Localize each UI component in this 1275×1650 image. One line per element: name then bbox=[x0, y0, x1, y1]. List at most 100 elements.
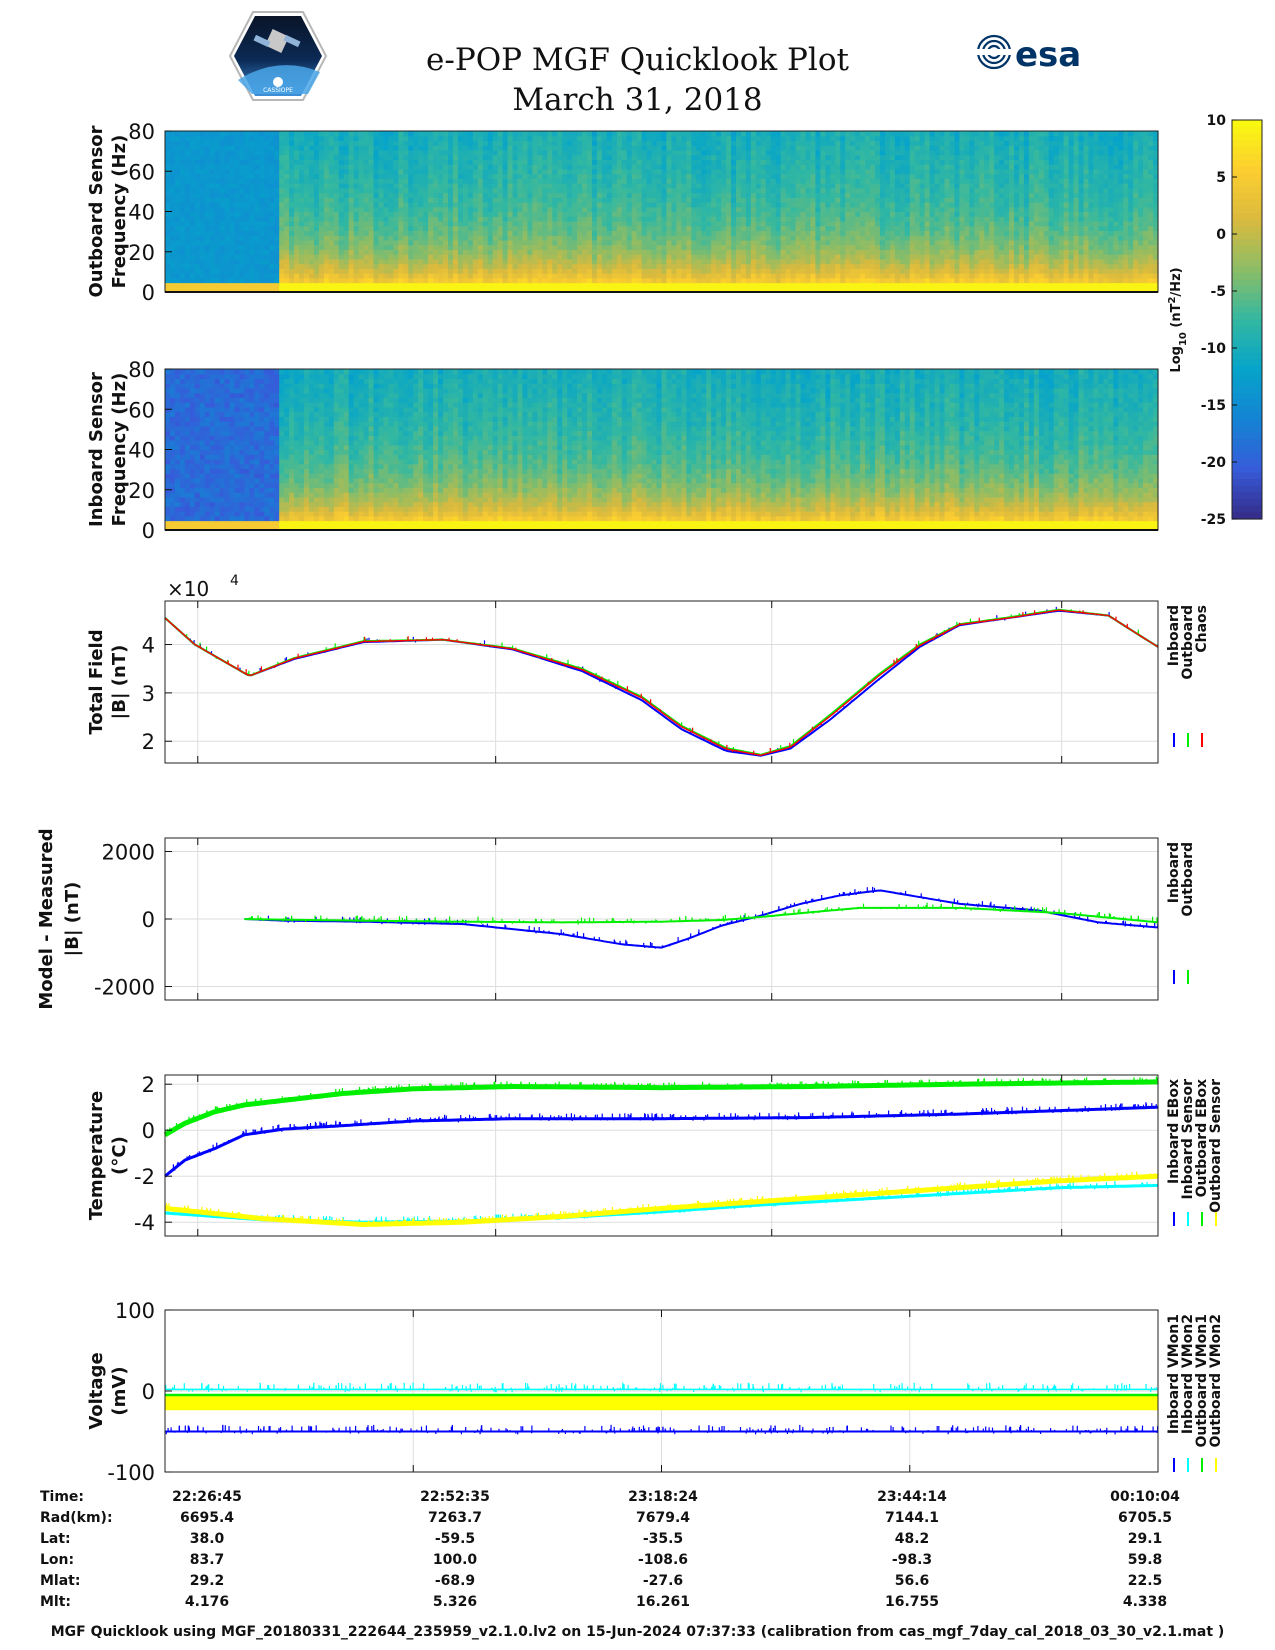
total-field-frame bbox=[164, 600, 1159, 764]
ephemeris-value: 4.176 bbox=[185, 1594, 229, 1610]
footer-caption: MGF Quicklook using MGF_20180331_222644_… bbox=[0, 1624, 1275, 1640]
colorbar-tick-label: -5 bbox=[1210, 284, 1226, 300]
model-minus-measured-legend-label: Outboard bbox=[1180, 842, 1196, 917]
total-field-ytick-label: 4 bbox=[142, 634, 155, 658]
voltage-ytick-label: 0 bbox=[142, 1380, 155, 1404]
temperature-series-inboard-ebox bbox=[164, 1102, 1159, 1178]
colorbar-tick-label: -20 bbox=[1201, 455, 1227, 471]
ephemeris-value: 16.261 bbox=[636, 1594, 690, 1610]
ephemeris-value: 4.338 bbox=[1123, 1594, 1167, 1610]
ephemeris-value: 22:26:45 bbox=[172, 1489, 242, 1505]
inboard-spectrogram-ytick-label: 60 bbox=[128, 398, 155, 422]
temperature-series-inboard-sensor bbox=[164, 1181, 1159, 1224]
ephemeris-value: 59.8 bbox=[1128, 1552, 1163, 1568]
inboard-spectrogram-ytick-label: 80 bbox=[128, 358, 155, 382]
ephemeris-value: 23:18:24 bbox=[628, 1489, 698, 1505]
colorbar-label: Log10 (nT2/Hz) bbox=[1167, 267, 1189, 372]
ephemeris-value: 7679.4 bbox=[636, 1510, 690, 1526]
ephemeris-row-label: Mlt: bbox=[40, 1594, 71, 1610]
total-field-series-chaos bbox=[164, 609, 1159, 756]
temperature-ytick-label: -4 bbox=[134, 1211, 155, 1235]
ephemeris-value: 29.1 bbox=[1128, 1531, 1163, 1547]
voltage-ylabel-units: (mV) bbox=[109, 1366, 130, 1415]
ephemeris-value: 22:52:35 bbox=[420, 1489, 490, 1505]
colorbar-tick-label: -25 bbox=[1201, 512, 1226, 528]
ephemeris-value: -108.6 bbox=[638, 1552, 688, 1568]
model-minus-measured-series-outboard bbox=[244, 902, 1159, 925]
ephemeris-row-label: Time: bbox=[40, 1489, 84, 1505]
ephemeris-row-label: Lat: bbox=[40, 1531, 71, 1547]
outboard-spectrogram-ytick-label: 80 bbox=[128, 120, 155, 144]
inboard-spectrogram-ylabel: Inboard Sensor bbox=[86, 372, 107, 527]
total-field-ytick-label: 2 bbox=[142, 730, 155, 754]
total-field-ylabel: Total Field bbox=[86, 629, 107, 734]
inboard-spectrogram bbox=[165, 369, 1159, 531]
colorbar-tick-label: 0 bbox=[1216, 227, 1226, 243]
ephemeris-value: 100.0 bbox=[433, 1552, 478, 1568]
ephemeris-row-label: Lon: bbox=[40, 1552, 74, 1568]
ephemeris-value: -98.3 bbox=[892, 1552, 932, 1568]
inboard-spectrogram-ylabel-units: Frequency (Hz) bbox=[109, 373, 130, 527]
ephemeris-value: 38.0 bbox=[190, 1531, 225, 1547]
colorbar-tick-label: 5 bbox=[1216, 170, 1226, 186]
ephemeris-value: 48.2 bbox=[895, 1531, 930, 1547]
ephemeris-value: 56.6 bbox=[895, 1573, 930, 1589]
model-minus-measured-ytick-label: 0 bbox=[142, 908, 155, 932]
ephemeris-value: 6695.4 bbox=[180, 1510, 234, 1526]
voltage-ytick-label: -100 bbox=[107, 1461, 155, 1485]
ephemeris-value: -59.5 bbox=[435, 1531, 475, 1547]
colorbar-tick-label: -10 bbox=[1201, 341, 1227, 357]
ephemeris-value: 7263.7 bbox=[428, 1510, 482, 1526]
outboard-spectrogram-ytick-label: 0 bbox=[142, 281, 155, 305]
ephemeris-value: -27.6 bbox=[643, 1573, 683, 1589]
outboard-spectrogram bbox=[165, 131, 1159, 293]
model-minus-measured-ytick-label: 2000 bbox=[102, 841, 155, 865]
inboard-spectrogram-ytick-label: 40 bbox=[128, 439, 155, 463]
temperature-ylabel-units: (°C) bbox=[109, 1136, 130, 1175]
ephemeris-value: 00:10:04 bbox=[1110, 1489, 1180, 1505]
ephemeris-value: 22.5 bbox=[1128, 1573, 1163, 1589]
total-field-exponent: ×10 bbox=[167, 577, 209, 601]
voltage-legend-label: Outboard VMon2 bbox=[1208, 1314, 1224, 1448]
temperature-series-outboard-sensor bbox=[164, 1171, 1159, 1227]
inboard-spectrogram-ytick-label: 0 bbox=[142, 519, 155, 543]
total-field-series-inboard bbox=[164, 606, 1159, 757]
colorbar-tick-label: 10 bbox=[1207, 113, 1227, 129]
temperature-ylabel: Temperature bbox=[86, 1091, 107, 1220]
total-field-legend-label: Chaos bbox=[1194, 605, 1210, 653]
colorbar bbox=[1232, 120, 1262, 520]
temperature-ytick-label: 0 bbox=[142, 1119, 155, 1143]
temperature-ytick-label: 2 bbox=[142, 1073, 155, 1097]
model-minus-measured-ytick-label: -2000 bbox=[94, 976, 155, 1000]
outboard-spectrogram-ytick-label: 20 bbox=[128, 241, 155, 265]
ephemeris-value: -68.9 bbox=[435, 1573, 475, 1589]
ephemeris-value: 6705.5 bbox=[1118, 1510, 1172, 1526]
ephemeris-value: 29.2 bbox=[190, 1573, 225, 1589]
ephemeris-value: -35.5 bbox=[643, 1531, 683, 1547]
ephemeris-value: 83.7 bbox=[190, 1552, 225, 1568]
voltage-series-outboard-vmon2 bbox=[161, 1396, 1162, 1411]
outboard-spectrogram-ylabel: Outboard Sensor bbox=[86, 125, 107, 297]
temperature-legend-label: Outboard Sensor bbox=[1208, 1079, 1224, 1213]
temperature-ytick-label: -2 bbox=[134, 1165, 155, 1189]
total-field-exponent-power: 4 bbox=[230, 573, 239, 589]
ephemeris-value: 16.755 bbox=[885, 1594, 939, 1610]
ephemeris-value: 5.326 bbox=[433, 1594, 477, 1610]
ephemeris-value: 7144.1 bbox=[885, 1510, 939, 1526]
total-field-series-outboard bbox=[164, 608, 1159, 756]
model-minus-measured-ylabel-units: |B| (nT) bbox=[62, 882, 83, 957]
voltage-ylabel: Voltage bbox=[86, 1352, 107, 1429]
total-field-ytick-label: 3 bbox=[142, 682, 155, 706]
voltage-ytick-label: 100 bbox=[115, 1299, 155, 1323]
inboard-spectrogram-ytick-label: 20 bbox=[128, 479, 155, 503]
ephemeris-value: 23:44:14 bbox=[877, 1489, 947, 1505]
outboard-spectrogram-ylabel-units: Frequency (Hz) bbox=[109, 135, 130, 289]
total-field-ylabel-units: |B| (nT) bbox=[109, 645, 130, 720]
colorbar-tick-label: -15 bbox=[1201, 398, 1226, 414]
model-minus-measured-ylabel: Model - Measured bbox=[36, 828, 57, 1009]
outboard-spectrogram-ytick-label: 60 bbox=[128, 160, 155, 184]
outboard-spectrogram-ytick-label: 40 bbox=[128, 201, 155, 225]
ephemeris-row-label: Rad(km): bbox=[40, 1510, 113, 1526]
ephemeris-row-label: Mlat: bbox=[40, 1573, 80, 1589]
